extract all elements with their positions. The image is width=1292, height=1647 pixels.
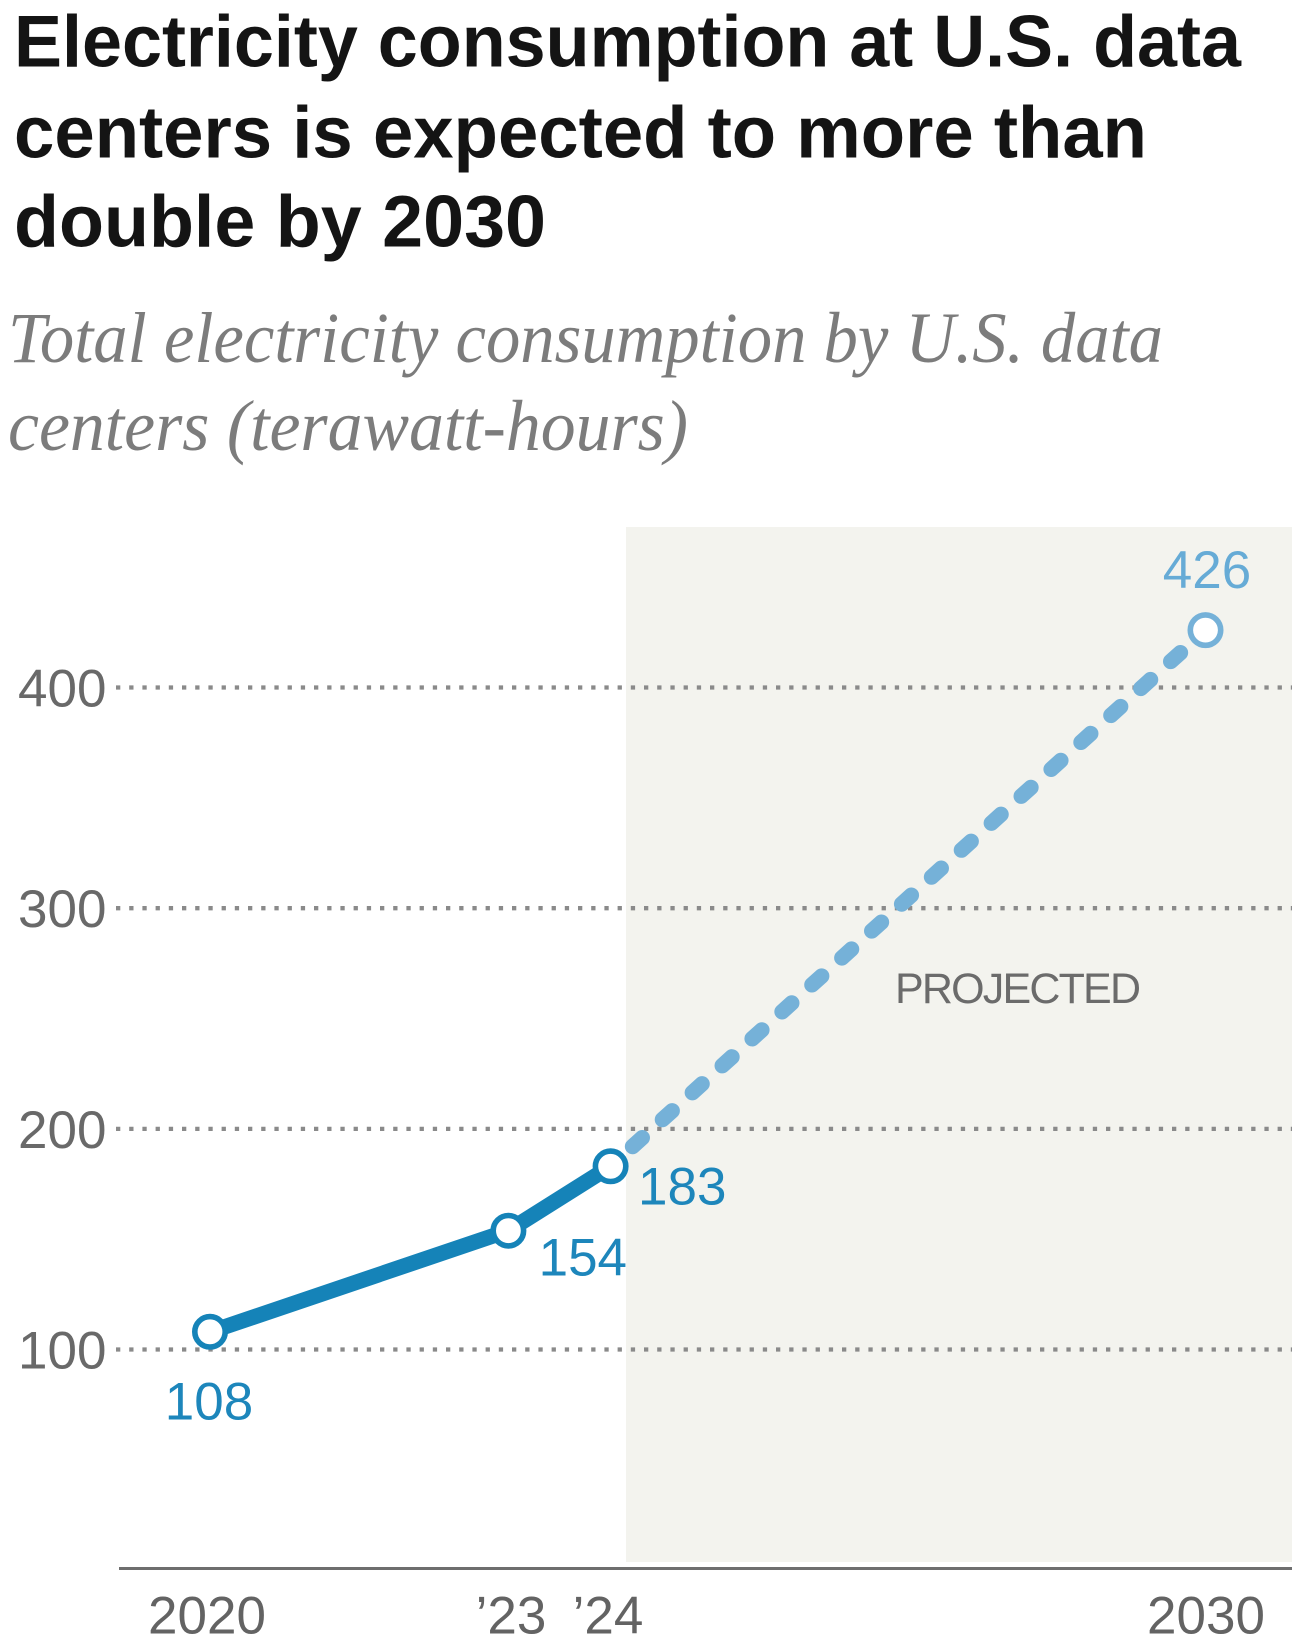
svg-text:300: 300 — [18, 880, 106, 939]
svg-text:183: 183 — [638, 1157, 726, 1216]
svg-text:’23: ’23 — [476, 1587, 547, 1646]
svg-text:centers (terawatt-hours): centers (terawatt-hours) — [8, 386, 688, 466]
svg-text:double by 2030: double by 2030 — [14, 182, 546, 263]
svg-text:Electricity consumption at U.S: Electricity consumption at U.S. data — [14, 2, 1242, 83]
svg-text:100: 100 — [18, 1322, 106, 1381]
svg-text:108: 108 — [165, 1373, 253, 1432]
svg-text:PROJECTED: PROJECTED — [895, 965, 1141, 1013]
svg-text:Total electricity consumption: Total electricity consumption by U.S. da… — [8, 298, 1163, 378]
svg-text:’24: ’24 — [573, 1587, 644, 1646]
svg-text:200: 200 — [18, 1101, 106, 1160]
svg-text:400: 400 — [18, 660, 106, 719]
svg-text:2030: 2030 — [1147, 1587, 1265, 1646]
svg-text:2020: 2020 — [148, 1587, 266, 1646]
svg-text:154: 154 — [539, 1229, 627, 1288]
svg-text:426: 426 — [1163, 541, 1251, 600]
svg-text:centers is expected to more th: centers is expected to more than — [14, 93, 1147, 174]
